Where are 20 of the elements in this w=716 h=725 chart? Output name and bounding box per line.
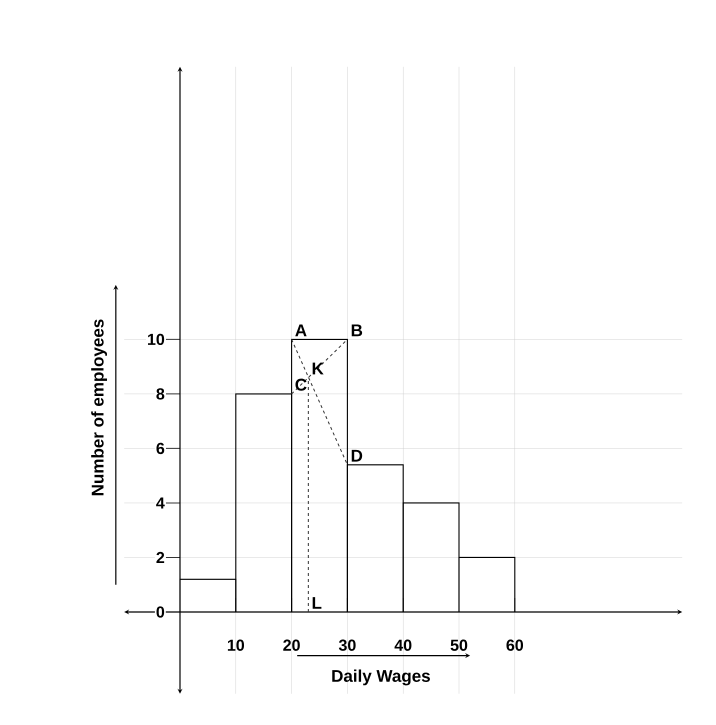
y-tick-label: 10 [148, 334, 164, 346]
x-tick-label: 40 [394, 640, 412, 651]
x-tick-label: 50 [450, 640, 468, 651]
annotation: D [352, 450, 362, 462]
y-tick-label: 6 [156, 442, 164, 454]
y-tick-label: 8 [156, 388, 164, 400]
annotation: A [295, 324, 307, 336]
y-axis-title: Number of employees [91, 319, 108, 496]
y-tick-label: 0 [156, 606, 164, 618]
y-tick-label: 2 [156, 552, 164, 564]
x-tick-label: 20 [283, 640, 300, 651]
y-tick-label: 4 [156, 497, 165, 508]
x-tick-label: 10 [228, 640, 244, 651]
annotation: C [295, 378, 307, 391]
annotation: L [312, 597, 322, 609]
x-tick-label: 60 [506, 640, 524, 651]
annotation: K [312, 362, 324, 374]
x-axis-title: Daily Wages [332, 669, 430, 686]
annotation: B [352, 324, 362, 336]
x-tick-label: 30 [338, 640, 356, 651]
